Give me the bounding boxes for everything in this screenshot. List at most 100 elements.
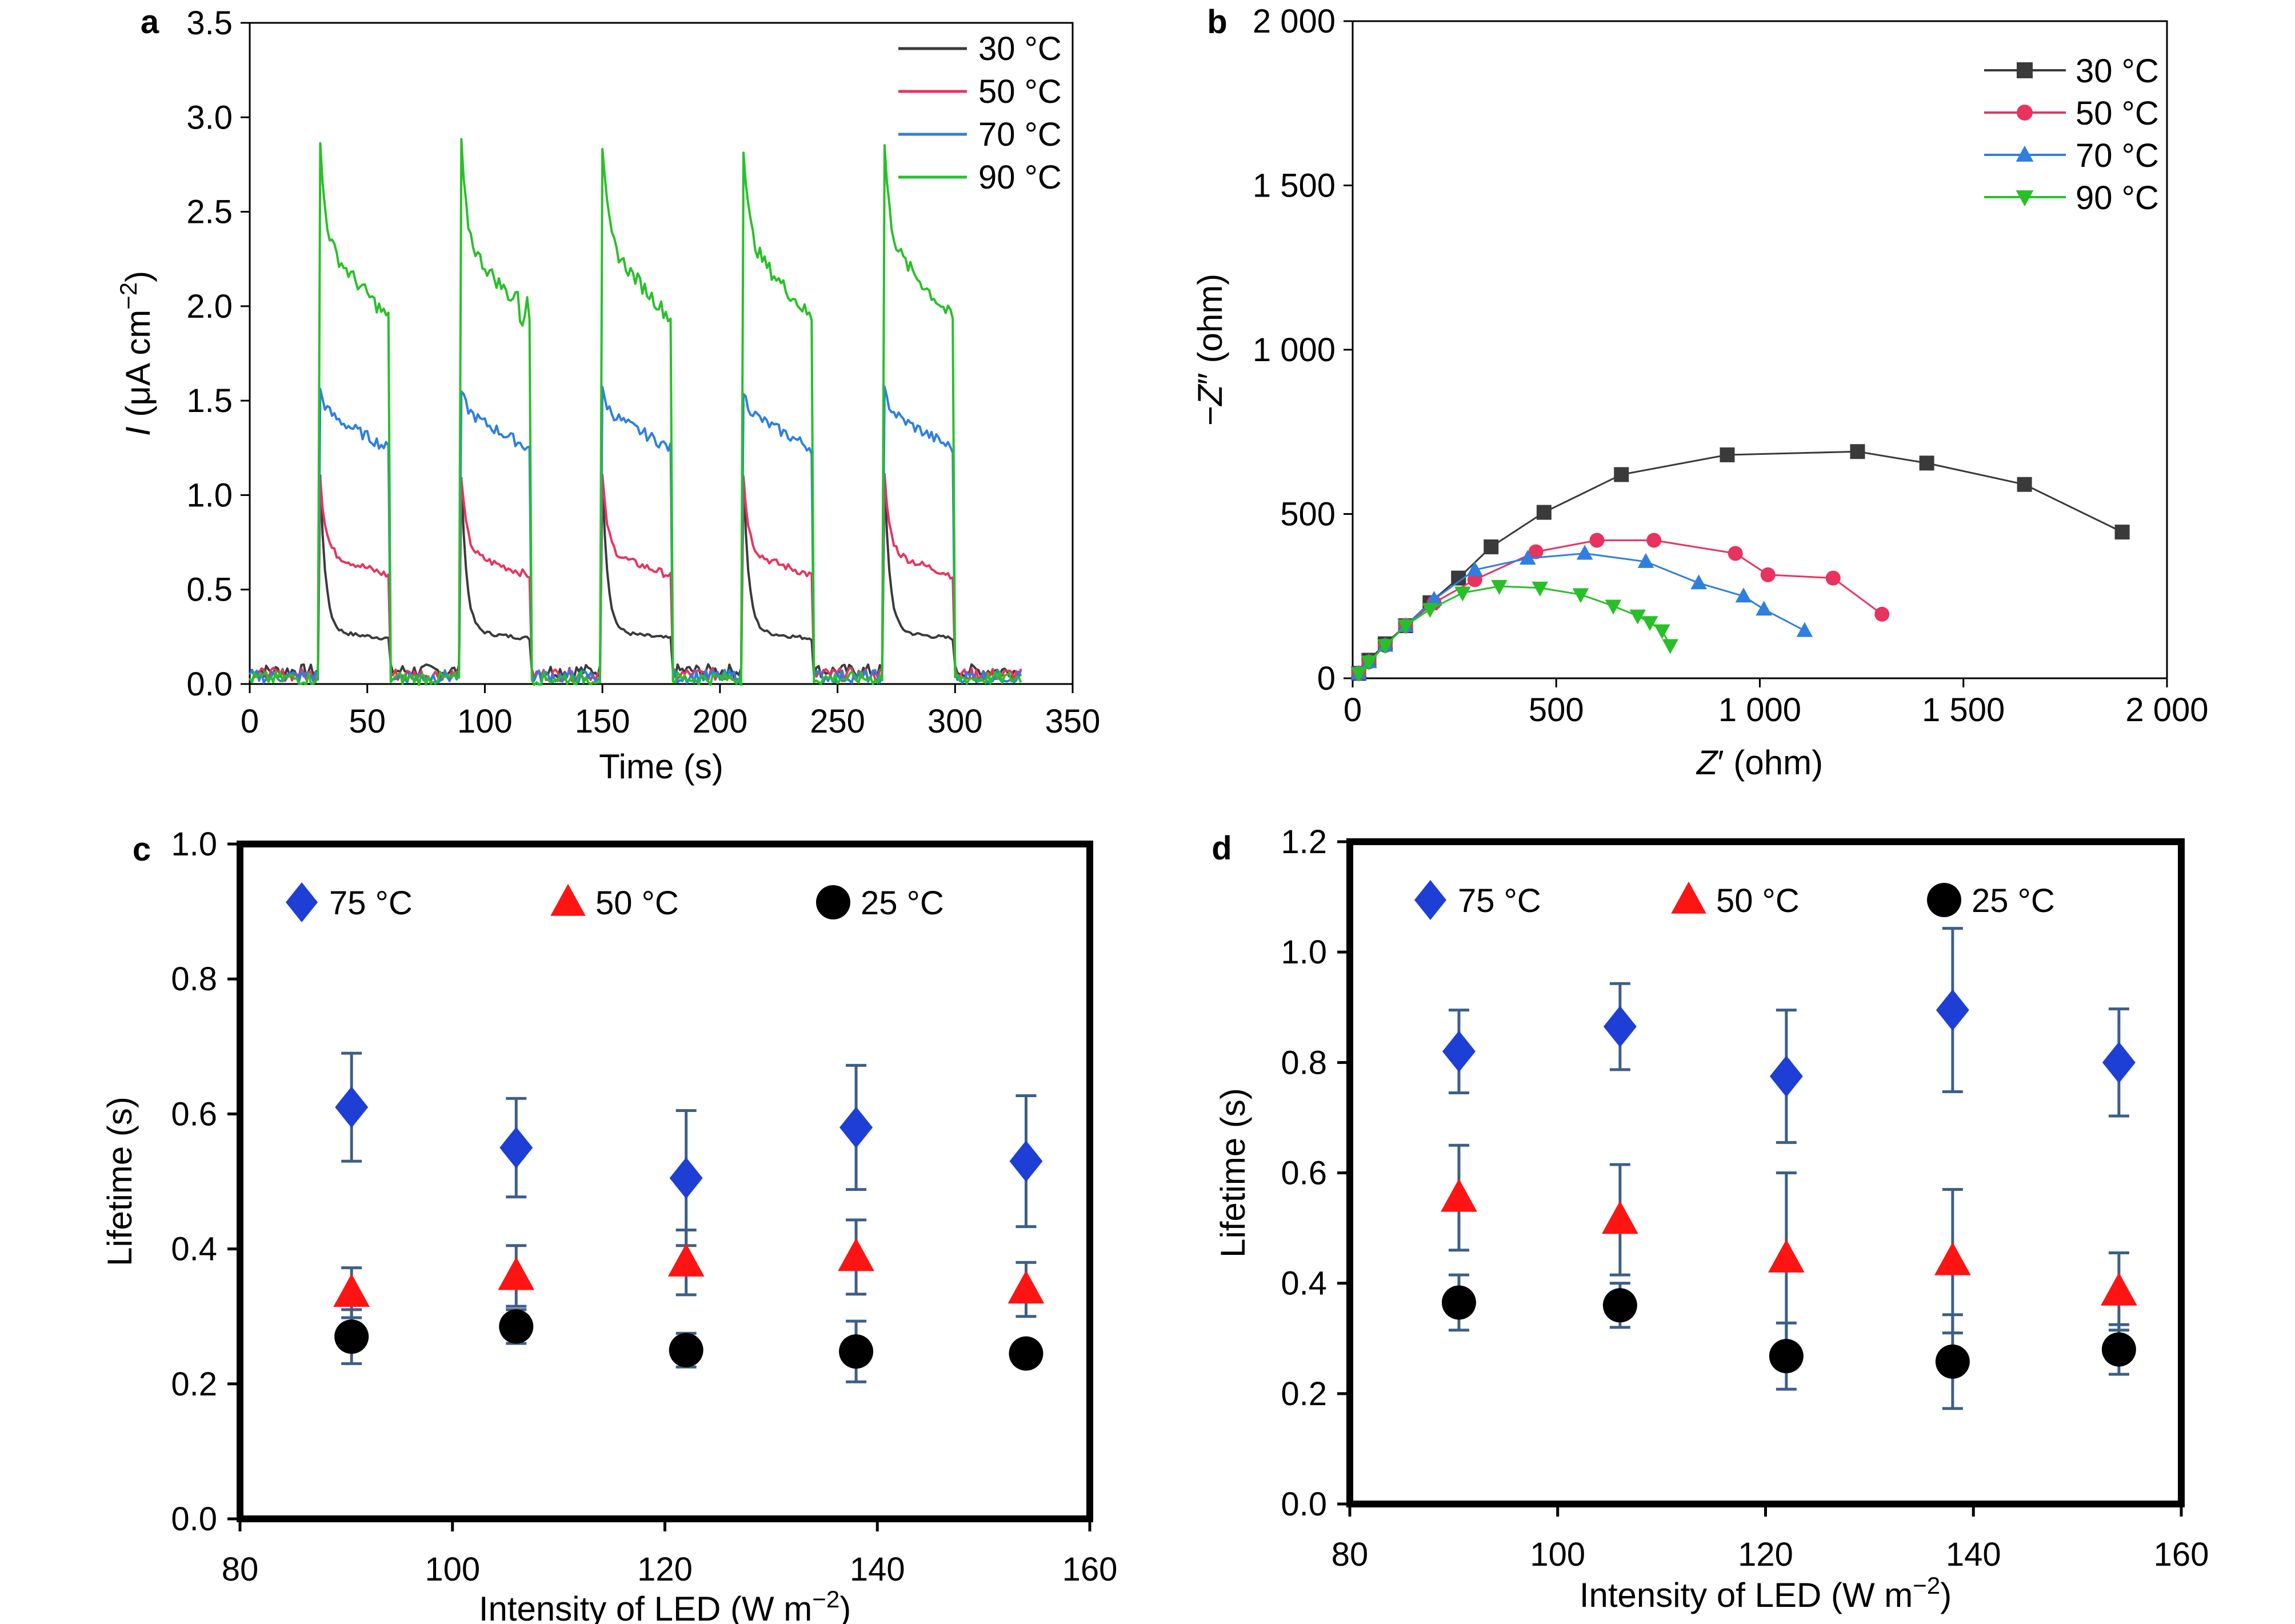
- y-tick-label: 0.6: [171, 1095, 217, 1133]
- y-tick-label: 3.0: [186, 99, 233, 136]
- data-point: [1825, 570, 1841, 586]
- legend-label: 50 °C: [978, 73, 1062, 110]
- y-tick-label: 1.0: [1281, 934, 1327, 971]
- data-point: [1654, 624, 1670, 639]
- y-tick-label: 1 000: [1253, 331, 1336, 369]
- x-tick-label: 200: [692, 703, 747, 740]
- data-point: [1760, 567, 1776, 582]
- x-tick-label: 300: [927, 703, 983, 740]
- x-tick-label: 80: [222, 1551, 259, 1588]
- panel-letter-b: b: [1207, 3, 1227, 41]
- x-tick-label: 100: [1530, 1536, 1585, 1573]
- y-tick-label: 0.2: [171, 1366, 217, 1403]
- data-point: [1629, 609, 1646, 625]
- panel-letter-a: a: [141, 3, 159, 41]
- panel-c: c 80 100 120 140 160 0.0 0.2 0.4 0.6 0.8 1.0 Intensi…: [101, 826, 1117, 1624]
- data-point: [1935, 1344, 1970, 1379]
- x-tick-label: 120: [1738, 1536, 1793, 1573]
- y-tick-label: 2.5: [186, 194, 233, 231]
- data-point: [1850, 444, 1865, 459]
- data-point: [1796, 622, 1813, 637]
- data-point: [1646, 533, 1662, 548]
- data-point: [1441, 1285, 1476, 1320]
- data-point: [1576, 545, 1593, 560]
- legend-marker: [816, 885, 850, 919]
- series-line-30C: [249, 474, 1022, 679]
- x-axis-title: Intensity of LED (W m−2): [1580, 1572, 1952, 1615]
- data-point: [1641, 616, 1658, 631]
- data-point: [1874, 606, 1890, 622]
- series-line-70C: [249, 385, 1022, 685]
- legend-label: 25 °C: [861, 885, 944, 922]
- data-point: [1350, 667, 1367, 682]
- x-tick-label: 1 000: [1718, 691, 1801, 729]
- data-point: [1009, 1336, 1043, 1371]
- data-point: [1603, 1006, 1637, 1047]
- y-tick-label: 0.6: [1281, 1155, 1327, 1192]
- y-axis-title: Lifetime (s): [1214, 1088, 1252, 1258]
- data-point: [1769, 1339, 1804, 1374]
- series-line-50C: [249, 473, 1022, 682]
- y-tick-label: 500: [1280, 496, 1336, 533]
- y-tick-label: 0.5: [186, 571, 233, 609]
- data-point: [333, 1274, 370, 1307]
- data-point: [1361, 655, 1377, 671]
- x-axis-title: Z′ (ohm): [1696, 743, 1823, 782]
- legend-label: 50 °C: [1716, 882, 1800, 919]
- data-point: [1756, 601, 1772, 616]
- y-tick-label: 0.8: [1281, 1044, 1327, 1081]
- data-point: [335, 1086, 369, 1128]
- data-point: [498, 1257, 535, 1290]
- x-tick-label: 80: [1332, 1536, 1369, 1573]
- data-point: [1769, 1055, 1803, 1097]
- x-axis-title: Time (s): [599, 747, 723, 786]
- data-point: [1422, 603, 1438, 618]
- x-tick-label: 140: [1946, 1536, 2001, 1573]
- x-tick-label: 150: [575, 703, 630, 740]
- plot-frame: [237, 841, 1093, 1522]
- y-tick-label: 1.0: [171, 826, 217, 863]
- y-axis-title: I (μA cm−2): [115, 271, 158, 436]
- data-point: [1491, 579, 1508, 595]
- data-point: [1589, 533, 1605, 548]
- data-point: [1377, 639, 1394, 654]
- y-tick-label: 0: [1317, 660, 1336, 697]
- data-point: [1441, 1178, 1477, 1212]
- legend-label: 75 °C: [1458, 882, 1541, 919]
- data-point: [1528, 544, 1544, 559]
- data-point: [1466, 561, 1484, 577]
- data-point: [1936, 989, 1969, 1031]
- data-point: [1520, 550, 1536, 565]
- legend-label: 70 °C: [978, 116, 1062, 153]
- legend-label: 25 °C: [1972, 882, 2055, 919]
- x-tick-label: 100: [425, 1551, 480, 1588]
- panel-letter-d: d: [1212, 830, 1232, 867]
- data-point: [1536, 505, 1552, 520]
- legend-marker: [2016, 190, 2034, 207]
- y-tick-label: 1 500: [1253, 167, 1336, 205]
- data-point: [1919, 455, 1934, 471]
- data-point: [1662, 639, 1679, 654]
- data-point: [1605, 599, 1622, 615]
- y-tick-label: 0.0: [1281, 1486, 1327, 1523]
- legend-label: 70 °C: [2076, 137, 2159, 174]
- panel-letter-c: c: [133, 831, 151, 868]
- x-tick-label: 1 500: [1922, 691, 2005, 729]
- data-point: [2100, 1272, 2137, 1306]
- legend-marker: [2017, 105, 2033, 121]
- y-tick-label: 0.0: [171, 1501, 217, 1538]
- y-tick-label: 2.0: [186, 288, 233, 325]
- data-point: [1397, 619, 1414, 634]
- legend-label: 75 °C: [329, 885, 413, 922]
- data-point: [839, 1106, 873, 1149]
- y-tick-label: 1.5: [186, 382, 233, 419]
- data-point: [499, 1127, 533, 1169]
- data-point: [667, 1243, 705, 1277]
- y-tick-label: 1.0: [186, 477, 233, 514]
- data-point: [1426, 591, 1442, 606]
- y-tick-label: 0.8: [171, 961, 217, 998]
- panel-a: a 0 50 100 150 200 250 300 350 0.0 0.5 1.0 1.5 2.0 2.5…: [115, 3, 1101, 786]
- data-point: [1007, 1270, 1045, 1304]
- data-point: [838, 1238, 874, 1271]
- data-point: [499, 1309, 534, 1344]
